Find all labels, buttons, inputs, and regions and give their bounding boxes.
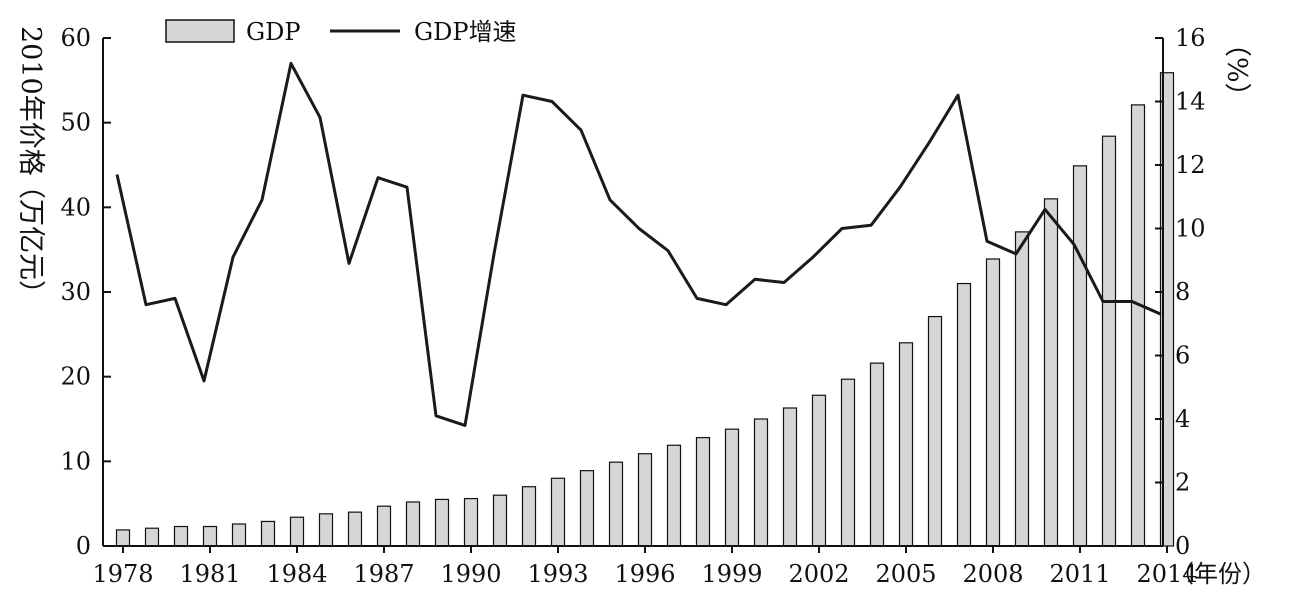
gdp-bar-1980 bbox=[173, 525, 189, 547]
gdp-bar-2007 bbox=[956, 282, 972, 547]
gdp-bar-1996 bbox=[637, 453, 653, 547]
legend: GDP GDP增速 bbox=[165, 18, 517, 46]
gdp-bar-1998 bbox=[695, 437, 711, 547]
x-ticks: 1978 1981 1984 1987 1990 1993 1996 1999 2002 2005… bbox=[92, 546, 1198, 588]
x-tick-label: 1981 bbox=[179, 560, 240, 588]
x-tick-label: 2008 bbox=[962, 560, 1023, 588]
x-tick-label: 1987 bbox=[353, 560, 414, 588]
x-tick-label: 1990 bbox=[440, 560, 501, 588]
left-tick-label: 40 bbox=[60, 193, 91, 221]
gdp-bar-1995 bbox=[608, 461, 624, 547]
gdp-bar-1978 bbox=[115, 529, 131, 547]
left-tick-label: 20 bbox=[60, 363, 91, 391]
right-tick-label: 0 bbox=[1175, 532, 1190, 560]
left-tick-label: 60 bbox=[60, 24, 91, 52]
gdp-bar-1979 bbox=[144, 527, 160, 547]
gdp-bar-2008 bbox=[985, 258, 1001, 547]
gdp-bar-2006 bbox=[927, 315, 943, 547]
right-tick-label: 16 bbox=[1175, 24, 1206, 52]
left-axis-title-part1: 2010年价格 bbox=[15, 26, 46, 176]
axes bbox=[102, 38, 1164, 547]
left-tick-label: 50 bbox=[60, 109, 91, 137]
gdp-bar-1999 bbox=[724, 428, 740, 547]
right-tick-label: 10 bbox=[1175, 215, 1206, 243]
legend-gdp-swatch bbox=[165, 19, 235, 43]
gdp-bar-1982 bbox=[231, 523, 247, 547]
right-tick-label: 14 bbox=[1175, 88, 1206, 116]
gdp-bar-1992 bbox=[521, 486, 537, 547]
x-tick-label: 1984 bbox=[266, 560, 327, 588]
gdp-bar-2010 bbox=[1043, 198, 1059, 547]
gdp-bar-2012 bbox=[1101, 135, 1117, 547]
x-tick-label: 2011 bbox=[1049, 560, 1110, 588]
gdp-bar-1983 bbox=[260, 520, 276, 547]
gdp-bar-2002 bbox=[811, 394, 827, 547]
gdp-bar-2004 bbox=[869, 362, 885, 547]
x-tick-label: 1996 bbox=[614, 560, 675, 588]
right-axis-title: （%） bbox=[1221, 30, 1252, 110]
gdp-bar-2009 bbox=[1014, 231, 1030, 547]
x-tick-label: 2005 bbox=[875, 560, 936, 588]
x-tick-label: 2002 bbox=[788, 560, 849, 588]
right-tick-label: 4 bbox=[1175, 405, 1190, 433]
left-tick-label: 0 bbox=[76, 532, 91, 560]
gdp-bar-2003 bbox=[840, 378, 856, 547]
gdp-bar-2013 bbox=[1130, 104, 1146, 547]
gdp-bar-1990 bbox=[463, 497, 479, 547]
gdp-bar-2001 bbox=[782, 407, 798, 547]
gdp-bar-1989 bbox=[434, 498, 450, 547]
x-tick-label: 1978 bbox=[92, 560, 153, 588]
gdp-bar-2000 bbox=[753, 418, 769, 547]
x-unit-label: （年份） bbox=[1170, 560, 1266, 588]
right-tick-label: 2 bbox=[1175, 469, 1190, 497]
left-axis-title-part2: （万亿元） bbox=[15, 172, 46, 307]
left-y-ticks: 0 10 20 30 40 50 60 bbox=[60, 24, 111, 560]
gdp-bar-2011 bbox=[1072, 165, 1088, 547]
legend-growth-label: GDP增速 bbox=[414, 18, 517, 46]
x-tick-label: 1993 bbox=[527, 560, 588, 588]
left-tick-label: 10 bbox=[60, 447, 91, 475]
x-tick-label: 1999 bbox=[701, 560, 762, 588]
gdp-bar-1994 bbox=[579, 470, 595, 547]
right-tick-label: 8 bbox=[1175, 278, 1190, 306]
right-y-ticks: 0 2 4 6 8 10 12 14 16 bbox=[1155, 24, 1206, 560]
gdp-bars bbox=[115, 72, 1175, 547]
right-tick-label: 12 bbox=[1175, 151, 1206, 179]
gdp-bar-2005 bbox=[898, 342, 914, 547]
gdp-bar-1986 bbox=[347, 511, 363, 547]
gdp-bar-1985 bbox=[318, 513, 334, 547]
gdp-bar-1997 bbox=[666, 444, 682, 547]
right-tick-label: 6 bbox=[1175, 342, 1190, 370]
x-tick-label: 2014 bbox=[1136, 560, 1197, 588]
gdp-bar-1993 bbox=[550, 477, 566, 547]
left-tick-label: 30 bbox=[60, 278, 91, 306]
gdp-bar-1981 bbox=[202, 525, 218, 547]
gdp-growth-line bbox=[115, 61, 1162, 427]
gdp-bar-1984 bbox=[289, 516, 305, 547]
legend-gdp-label: GDP bbox=[246, 18, 301, 46]
gdp-bar-1988 bbox=[405, 501, 421, 547]
gdp-bar-1991 bbox=[492, 494, 508, 547]
gdp-bar-1987 bbox=[376, 505, 392, 547]
